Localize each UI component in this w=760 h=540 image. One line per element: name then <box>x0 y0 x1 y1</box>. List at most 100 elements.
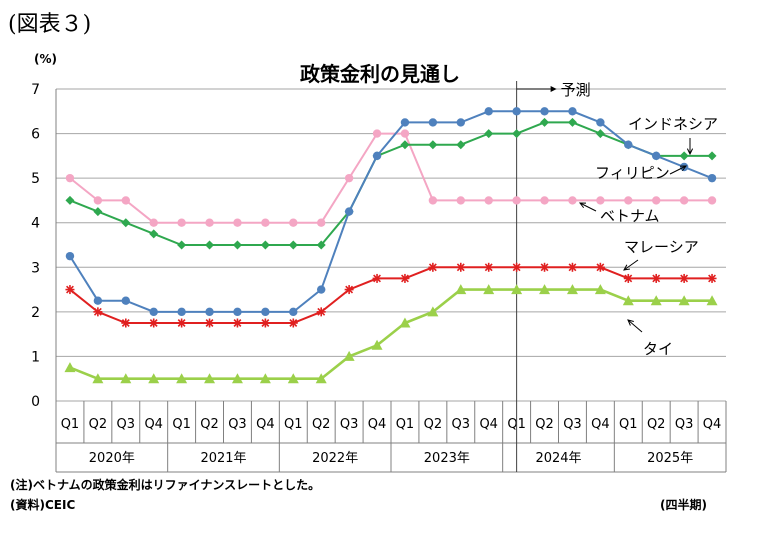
x-tick-label: Q1 <box>284 417 303 432</box>
annotation-arrowhead <box>578 202 587 209</box>
source-note: (資料)CEIC <box>10 498 76 512</box>
annotation-arrowhead <box>623 264 630 271</box>
data-point <box>371 339 383 350</box>
annotation-arrow <box>579 202 597 212</box>
label-vietnam: ベトナム <box>600 207 660 225</box>
data-point <box>484 107 493 116</box>
y-tick-label: 1 <box>31 349 40 365</box>
annotation-arrowhead <box>679 165 688 172</box>
annotation-arrow <box>669 165 687 175</box>
x-tick-label: Q2 <box>312 417 331 432</box>
data-point <box>707 151 717 161</box>
data-point <box>261 218 270 227</box>
y-axis-unit: (%) <box>34 52 57 66</box>
data-point <box>512 262 522 272</box>
data-point <box>428 262 438 272</box>
data-point <box>316 307 326 317</box>
y-tick-label: 6 <box>31 127 40 143</box>
x-tick-label: Q4 <box>256 417 275 432</box>
data-point <box>456 118 465 127</box>
data-point <box>540 117 550 127</box>
y-tick-label: 2 <box>31 305 40 321</box>
data-point <box>652 151 661 161</box>
data-point <box>566 284 578 295</box>
data-point <box>344 285 354 295</box>
data-point <box>483 284 495 295</box>
data-point <box>568 107 577 116</box>
data-point <box>400 118 410 127</box>
annotation-arrow <box>627 319 643 333</box>
year-label: 2022年 <box>312 451 358 466</box>
x-tick-label: Q1 <box>396 417 415 432</box>
data-point <box>679 273 689 283</box>
period-note: (四半期) <box>660 498 707 512</box>
data-point <box>149 218 158 227</box>
y-tick-label: 5 <box>31 171 40 187</box>
year-label: 2020年 <box>89 451 135 466</box>
x-tick-label: Q4 <box>591 417 610 432</box>
data-point <box>149 307 158 317</box>
data-point <box>456 262 466 272</box>
series-line <box>69 266 713 324</box>
x-tick-label: Q1 <box>619 417 638 432</box>
label-philippines: フィリピン <box>595 164 670 182</box>
data-point <box>120 373 132 384</box>
data-point <box>177 218 186 227</box>
data-point <box>92 373 104 384</box>
data-point <box>650 295 662 306</box>
data-point <box>652 196 661 205</box>
y-tick-label: 3 <box>31 260 40 276</box>
x-tick-label: Q3 <box>452 417 471 432</box>
data-point <box>594 284 606 295</box>
data-point <box>512 196 521 205</box>
x-tick-label: Q4 <box>144 417 163 432</box>
data-point <box>512 107 521 116</box>
year-label: 2023年 <box>424 451 470 466</box>
data-point <box>624 196 633 205</box>
data-point <box>624 140 633 149</box>
data-point <box>622 295 634 306</box>
annotation-arrowhead <box>686 148 694 156</box>
x-tick-label: Q3 <box>340 417 359 432</box>
x-tick-label: Q4 <box>368 417 387 432</box>
figure-label: (図表３) <box>8 12 92 37</box>
data-point <box>65 251 75 261</box>
data-point <box>428 196 438 205</box>
x-tick-label: Q2 <box>89 417 108 432</box>
data-point <box>177 240 187 250</box>
series-line <box>69 110 713 313</box>
data-point <box>259 373 271 384</box>
data-point <box>707 196 717 205</box>
data-point <box>679 196 689 205</box>
data-point <box>149 229 159 239</box>
label-malaysia: マレーシア <box>624 238 699 256</box>
data-point <box>372 129 382 138</box>
data-point <box>315 373 327 384</box>
data-point <box>65 285 75 295</box>
data-point <box>260 318 270 328</box>
data-point <box>93 307 103 317</box>
data-point <box>595 262 605 272</box>
data-point <box>540 262 550 272</box>
x-tick-label: Q3 <box>675 417 694 432</box>
data-point <box>232 240 242 250</box>
x-tick-label: Q1 <box>172 417 191 432</box>
data-point <box>706 295 718 306</box>
x-tick-label: Q3 <box>563 417 582 432</box>
x-tick-label: Q4 <box>703 417 722 432</box>
data-point <box>233 218 242 227</box>
x-tick-label: Q1 <box>61 417 80 432</box>
x-tick-label: Q2 <box>424 417 443 432</box>
label-indonesia: インドネシア <box>628 115 718 133</box>
data-point <box>176 373 188 384</box>
data-point <box>93 196 103 205</box>
data-point <box>540 196 549 205</box>
data-point <box>344 173 354 183</box>
data-point <box>540 107 549 116</box>
data-point <box>456 140 466 150</box>
data-point <box>539 284 551 295</box>
data-point <box>121 296 130 305</box>
data-point <box>121 318 131 328</box>
data-point <box>399 317 411 328</box>
